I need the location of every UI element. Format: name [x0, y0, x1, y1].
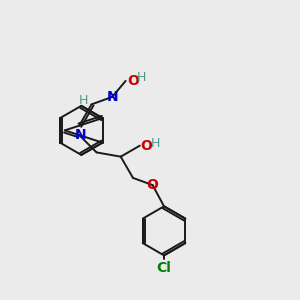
Text: O: O: [140, 139, 152, 153]
Text: H: H: [150, 136, 160, 149]
Text: Cl: Cl: [157, 261, 172, 275]
Text: O: O: [147, 178, 158, 192]
Text: N: N: [106, 90, 118, 104]
Text: O: O: [127, 74, 139, 88]
Text: N: N: [75, 128, 87, 142]
Text: H: H: [79, 94, 88, 107]
Text: H: H: [137, 71, 146, 84]
